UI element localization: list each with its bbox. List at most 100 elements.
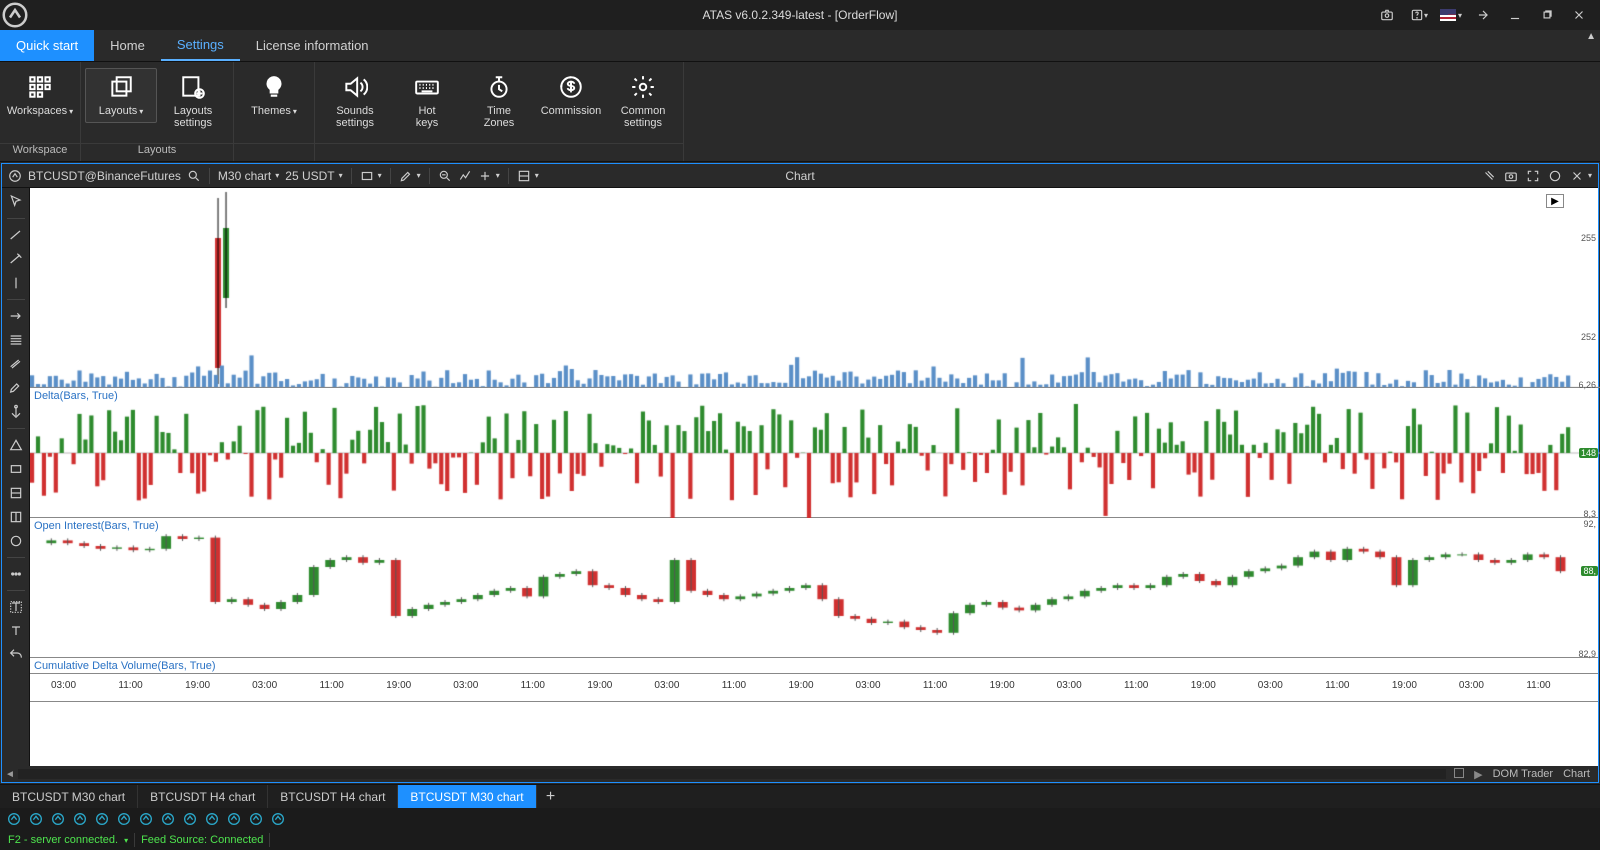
menu-home[interactable]: Home <box>94 30 161 61</box>
pin-icon[interactable] <box>1472 4 1494 26</box>
workspace-icon-12[interactable] <box>270 811 286 827</box>
scroll-track[interactable] <box>18 769 1446 779</box>
delta-price-tag: 148 <box>1579 448 1598 458</box>
fullscreen-icon[interactable] <box>1526 169 1540 183</box>
camera-icon[interactable] <box>1504 169 1518 183</box>
ribbon-hotkeys-label: Hotkeys <box>416 105 439 129</box>
chart-hscroll[interactable]: ◄ ▶ DOM Trader Chart <box>2 766 1598 782</box>
draw-icon[interactable] <box>399 169 421 183</box>
add-icon[interactable] <box>478 169 500 183</box>
workspace-icon-2[interactable] <box>50 811 66 827</box>
symbol-label[interactable]: BTCUSDT@BinanceFutures <box>28 169 181 183</box>
workspace-icon-8[interactable] <box>182 811 198 827</box>
screenshot-icon[interactable] <box>1376 4 1398 26</box>
workspace-icon-0[interactable] <box>6 811 22 827</box>
tab-0[interactable]: BTCUSDT M30 chart <box>0 785 138 808</box>
rect-icon[interactable] <box>6 459 26 479</box>
workspace-icon-9[interactable] <box>204 811 220 827</box>
scroll-left-icon[interactable]: ◄ <box>2 769 18 780</box>
menu-settings[interactable]: Settings <box>161 30 240 61</box>
timeframe-selector[interactable]: M30 chart <box>218 169 279 183</box>
workspace-icon-5[interactable] <box>116 811 132 827</box>
search-icon[interactable] <box>187 169 201 183</box>
layouts-settings-icon <box>179 73 207 101</box>
ribbon-themes-button[interactable]: Themes <box>238 68 310 123</box>
cursor-icon[interactable] <box>6 192 26 212</box>
ellipse-icon[interactable] <box>6 531 26 551</box>
status-feed: Feed Source: Connected <box>141 834 263 846</box>
nav-dot[interactable] <box>1454 768 1464 778</box>
delta-pane[interactable]: Delta(Bars, True)8,3148 <box>30 388 1598 518</box>
text-icon[interactable] <box>6 621 26 641</box>
app-logo-icon <box>0 0 30 30</box>
ribbon-collapse-icon[interactable]: ▲ <box>1586 31 1596 42</box>
ribbon-workspaces-button[interactable]: Workspaces <box>4 68 76 123</box>
vertical-line-icon[interactable] <box>6 273 26 293</box>
indicator-icon[interactable] <box>458 169 472 183</box>
cdv-pane[interactable]: Cumulative Delta Volume(Bars, True) <box>30 658 1598 674</box>
tab-2[interactable]: BTCUSDT H4 chart <box>268 785 398 808</box>
dom-trader-link[interactable]: DOM Trader <box>1493 768 1554 781</box>
ribbon-common-button[interactable]: Commonsettings <box>607 68 679 134</box>
chart-link[interactable]: Chart <box>1563 768 1590 781</box>
status-bar: F2 - server connected. ▾ Feed Source: Co… <box>0 830 1600 850</box>
go-to-end-button[interactable]: ▶ <box>1546 194 1564 208</box>
template-icon[interactable] <box>360 169 382 183</box>
restore-icon[interactable] <box>1536 4 1558 26</box>
open-interest-label: Open Interest(Bars, True) <box>34 520 159 532</box>
undo-icon[interactable] <box>6 645 26 665</box>
language-flag[interactable]: ▾ <box>1440 4 1462 26</box>
ribbon-commission-button[interactable]: Commission <box>535 68 607 122</box>
workspace-icon-3[interactable] <box>72 811 88 827</box>
circle-icon[interactable] <box>1548 169 1562 183</box>
chart-logo-icon <box>8 169 22 183</box>
brush-icon[interactable] <box>6 378 26 398</box>
workspace-icon-6[interactable] <box>138 811 154 827</box>
arrow-icon[interactable] <box>6 306 26 326</box>
close-icon[interactable] <box>1568 4 1590 26</box>
workspaces-icon <box>26 73 54 101</box>
rect2-icon[interactable] <box>6 483 26 503</box>
channel-icon[interactable] <box>6 354 26 374</box>
tools-icon[interactable] <box>1570 169 1592 183</box>
help-icon[interactable]: ▾ <box>1408 4 1430 26</box>
ribbon-timezones-button[interactable]: TimeZones <box>463 68 535 134</box>
workspace-icon-4[interactable] <box>94 811 110 827</box>
trend-line-icon[interactable] <box>6 225 26 245</box>
ribbon-sounds-button[interactable]: Soundssettings <box>319 68 391 134</box>
tab-1[interactable]: BTCUSDT H4 chart <box>138 785 268 808</box>
clock-icon <box>485 73 513 101</box>
tick-selector[interactable]: 25 USDT <box>285 169 342 183</box>
ribbon-themes-label: Themes <box>251 105 297 118</box>
zoom-icon[interactable] <box>438 169 452 183</box>
triangle-icon[interactable] <box>6 435 26 455</box>
workspace-icon-10[interactable] <box>226 811 242 827</box>
minimize-icon[interactable] <box>1504 4 1526 26</box>
ribbon-layouts-button[interactable]: Layouts <box>85 68 157 123</box>
unpin-icon[interactable] <box>1482 169 1496 183</box>
anchored-icon[interactable] <box>6 402 26 422</box>
ribbon-hotkeys-button[interactable]: Hotkeys <box>391 68 463 134</box>
dots-icon[interactable] <box>6 564 26 584</box>
cdv-label: Cumulative Delta Volume(Bars, True) <box>34 660 216 672</box>
ray-icon[interactable] <box>6 249 26 269</box>
menu-quick-start[interactable]: Quick start <box>0 30 94 61</box>
bulb-icon <box>260 73 288 101</box>
main-menu: Quick start HomeSettingsLicense informat… <box>0 30 1600 62</box>
ribbon-layouts-settings-button[interactable]: Layoutssettings <box>157 68 229 134</box>
window-controls: ▾ ▾ ▲ <box>1376 4 1600 26</box>
tab-3[interactable]: BTCUSDT M30 chart <box>398 785 536 808</box>
open-interest-pane[interactable]: Open Interest(Bars, True)92,82,988, <box>30 518 1598 658</box>
workspace-icon-1[interactable] <box>28 811 44 827</box>
ribbon-group-label: Workspace <box>0 143 80 161</box>
text-label-icon[interactable] <box>6 597 26 617</box>
menu-license-information[interactable]: License information <box>240 30 385 61</box>
fib-icon[interactable] <box>6 330 26 350</box>
time-axis: 03:0011:0019:0003:0011:0019:0003:0011:00… <box>30 674 1598 702</box>
layout-icon[interactable] <box>517 169 539 183</box>
price-pane[interactable]: 2552526,26▶ <box>30 188 1598 388</box>
rect3-icon[interactable] <box>6 507 26 527</box>
add-tab-button[interactable]: + <box>537 785 565 808</box>
workspace-icon-7[interactable] <box>160 811 176 827</box>
workspace-icon-11[interactable] <box>248 811 264 827</box>
